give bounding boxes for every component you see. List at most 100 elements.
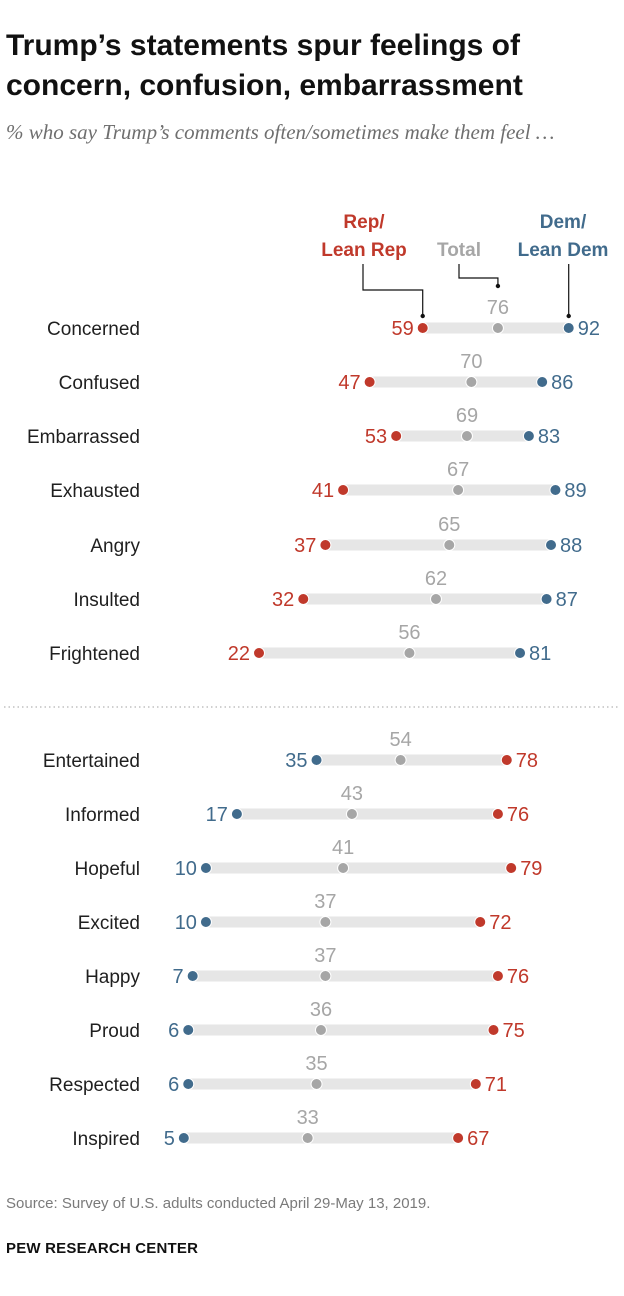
total-value-angry: 65 [438, 514, 460, 536]
total-value-respected: 35 [305, 1053, 327, 1075]
range-bar-frightened [259, 647, 521, 659]
dem-value-embarrassed: 83 [538, 426, 560, 448]
dem-dot-proud [182, 1024, 195, 1036]
total-value-exhausted: 67 [447, 459, 469, 481]
legend-leader-rep-dot [420, 313, 425, 319]
total-dot-frightened [403, 647, 416, 659]
rep-value-insulted: 32 [272, 589, 294, 611]
total-dot-angry [443, 539, 456, 551]
total-dot-happy [319, 970, 332, 982]
dem-dot-inspired [177, 1132, 190, 1144]
dem-value-respected: 6 [168, 1074, 179, 1096]
total-dot-respected [310, 1078, 323, 1090]
dem-value-confused: 86 [551, 372, 573, 394]
row-label-confused: Confused [59, 373, 140, 394]
rep-dot-happy [491, 970, 504, 982]
range-bar-angry [325, 539, 552, 551]
rep-value-happy: 76 [507, 966, 529, 988]
rep-dot-concerned [416, 322, 429, 334]
total-value-confused: 70 [460, 351, 482, 373]
total-value-informed: 43 [341, 783, 363, 805]
dem-dot-exhausted [549, 484, 562, 496]
legend-leader-total [458, 264, 499, 286]
row-label-embarrassed: Embarrassed [27, 427, 140, 448]
dem-value-excited: 10 [175, 912, 197, 934]
rep-value-embarrassed: 53 [365, 426, 387, 448]
total-dot-inspired [301, 1132, 314, 1144]
range-bar-respected [188, 1078, 476, 1090]
total-value-hopeful: 41 [332, 837, 354, 859]
range-bar-happy [192, 970, 498, 982]
rep-dot-hopeful [505, 862, 518, 874]
total-dot-exhausted [452, 484, 465, 496]
dem-value-inspired: 5 [164, 1128, 175, 1150]
legend-dem-line2: Lean Dem [518, 240, 609, 261]
total-dot-insulted [429, 593, 442, 605]
dem-dot-insulted [540, 593, 553, 605]
dem-dot-embarrassed [522, 430, 535, 442]
rep-dot-respected [469, 1078, 482, 1090]
range-bar-confused [369, 376, 543, 388]
rep-value-entertained: 78 [516, 750, 538, 772]
dem-dot-respected [182, 1078, 195, 1090]
dem-dot-hopeful [199, 862, 212, 874]
rep-value-excited: 72 [489, 912, 511, 934]
total-value-happy: 37 [314, 945, 336, 967]
rep-dot-embarrassed [390, 430, 403, 442]
total-dot-entertained [394, 754, 407, 766]
total-dot-hopeful [337, 862, 350, 874]
dem-dot-frightened [514, 647, 527, 659]
range-bar-exhausted [343, 484, 556, 496]
row-label-happy: Happy [85, 967, 140, 988]
row-label-excited: Excited [78, 913, 140, 934]
range-bar-insulted [303, 593, 547, 605]
dem-dot-concerned [562, 322, 575, 334]
row-label-frightened: Frightened [49, 644, 140, 665]
row-label-respected: Respected [49, 1075, 140, 1096]
dem-value-concerned: 92 [578, 318, 600, 340]
pew-research-center-logo: PEW RESEARCH CENTER [6, 1240, 199, 1257]
chart-title: Trump’s statements spur feelings of conc… [6, 29, 523, 102]
source-note: Source: Survey of U.S. adults conducted … [6, 1195, 431, 1212]
total-value-entertained: 54 [389, 729, 411, 751]
dem-value-happy: 7 [173, 966, 184, 988]
rep-dot-inspired [452, 1132, 465, 1144]
legend-total: Total [437, 240, 481, 261]
legend-rep-line1: Rep/ [343, 212, 385, 233]
dem-value-entertained: 35 [285, 750, 307, 772]
row-label-inspired: Inspired [72, 1129, 140, 1150]
rep-dot-exhausted [337, 484, 350, 496]
rep-value-proud: 75 [503, 1020, 525, 1042]
range-bar-entertained [316, 754, 507, 766]
total-dot-excited [319, 916, 332, 928]
row-label-proud: Proud [89, 1021, 140, 1042]
range-bar-informed [236, 808, 498, 820]
range-bar-excited [205, 916, 481, 928]
rep-dot-entertained [500, 754, 513, 766]
row-label-insulted: Insulted [73, 590, 140, 611]
range-bar-proud [188, 1024, 494, 1036]
total-dot-confused [465, 376, 478, 388]
rep-dot-angry [319, 539, 332, 551]
total-value-inspired: 33 [297, 1107, 319, 1129]
row-label-concerned: Concerned [47, 319, 140, 340]
rep-value-inspired: 67 [467, 1128, 489, 1150]
rep-value-concerned: 59 [391, 318, 413, 340]
dem-dot-confused [536, 376, 549, 388]
total-dot-proud [314, 1024, 327, 1036]
rep-value-informed: 76 [507, 804, 529, 826]
total-value-concerned: 76 [487, 297, 509, 319]
total-value-embarrassed: 69 [456, 405, 478, 427]
dem-value-proud: 6 [168, 1020, 179, 1042]
total-dot-concerned [491, 322, 504, 334]
dem-value-informed: 17 [206, 804, 228, 826]
rep-value-angry: 37 [294, 535, 316, 557]
legend-leader-dem-dot [566, 313, 571, 319]
row-label-hopeful: Hopeful [75, 859, 141, 880]
row-label-entertained: Entertained [43, 751, 140, 772]
rep-value-confused: 47 [338, 372, 360, 394]
rep-dot-excited [474, 916, 487, 928]
rep-dot-insulted [297, 593, 310, 605]
total-value-proud: 36 [310, 999, 332, 1021]
dem-value-insulted: 87 [556, 589, 578, 611]
